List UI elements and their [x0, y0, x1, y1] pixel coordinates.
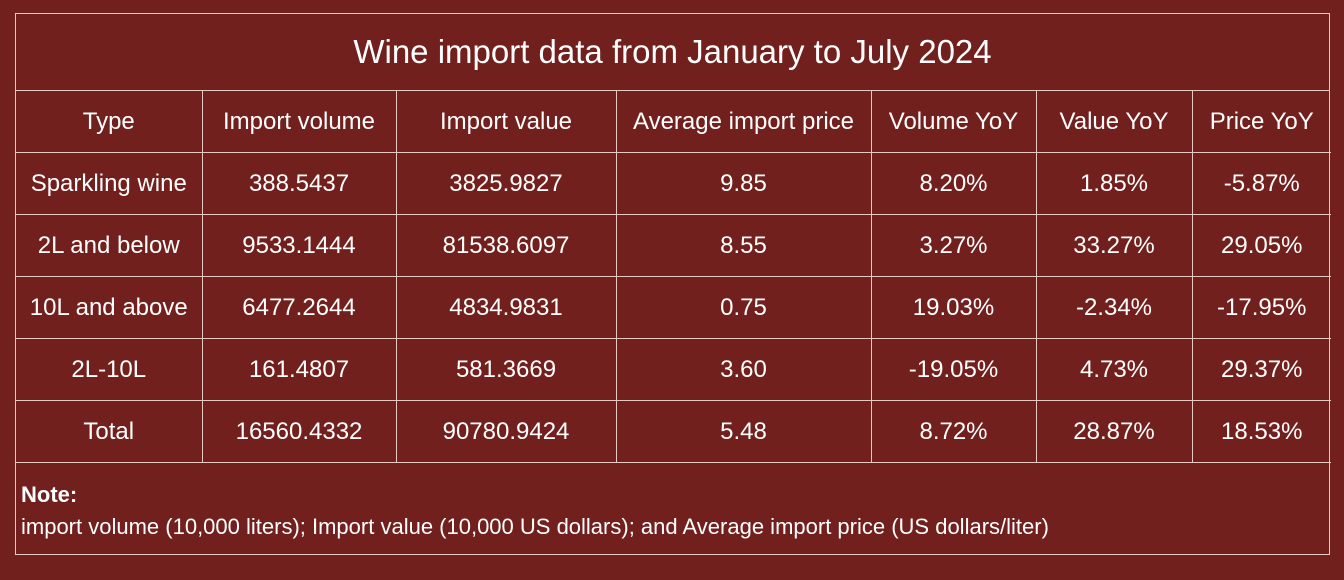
header-price-yoy: Price YoY — [1191, 91, 1331, 153]
table-row: Sparkling wine 388.5437 3825.9827 9.85 8… — [16, 152, 1331, 215]
cell-volume-yoy: 8.20% — [870, 152, 1037, 215]
cell-import-value: 81538.6097 — [395, 214, 617, 277]
cell-import-value: 4834.9831 — [395, 276, 617, 339]
cell-import-value: 90780.9424 — [395, 400, 617, 463]
cell-volume-yoy: 19.03% — [870, 276, 1037, 339]
cell-volume-yoy: 3.27% — [870, 214, 1037, 277]
cell-type: Total — [16, 400, 203, 463]
note-label: Note: — [21, 482, 78, 507]
cell-import-volume: 388.5437 — [201, 152, 397, 215]
cell-type: Sparkling wine — [16, 152, 203, 215]
cell-import-volume: 6477.2644 — [201, 276, 397, 339]
header-volume-yoy: Volume YoY — [870, 91, 1037, 153]
cell-average-import-price: 5.48 — [615, 400, 872, 463]
cell-value-yoy: -2.34% — [1035, 276, 1193, 339]
cell-average-import-price: 8.55 — [615, 214, 872, 277]
header-average-import-price: Average import price — [615, 91, 872, 153]
cell-price-yoy: 18.53% — [1191, 400, 1331, 463]
table-row: 2L-10L 161.4807 581.3669 3.60 -19.05% 4.… — [16, 338, 1331, 401]
wine-import-table: Type Import volume Import value Average … — [16, 91, 1331, 463]
header-value-yoy: Value YoY — [1035, 91, 1193, 153]
cell-average-import-price: 3.60 — [615, 338, 872, 401]
cell-type: 10L and above — [16, 276, 203, 339]
cell-type: 2L-10L — [16, 338, 203, 401]
cell-price-yoy: 29.37% — [1191, 338, 1331, 401]
cell-type: 2L and below — [16, 214, 203, 277]
cell-volume-yoy: -19.05% — [870, 338, 1037, 401]
header-type: Type — [16, 91, 203, 153]
cell-price-yoy: -5.87% — [1191, 152, 1331, 215]
cell-value-yoy: 33.27% — [1035, 214, 1193, 277]
cell-import-volume: 161.4807 — [201, 338, 397, 401]
note-text: import volume (10,000 liters); Import va… — [21, 514, 1049, 539]
cell-import-volume: 16560.4332 — [201, 400, 397, 463]
table-row: 10L and above 6477.2644 4834.9831 0.75 1… — [16, 276, 1331, 339]
table-row: Total 16560.4332 90780.9424 5.48 8.72% 2… — [16, 400, 1331, 463]
table-row: 2L and below 9533.1444 81538.6097 8.55 3… — [16, 214, 1331, 277]
header-import-volume: Import volume — [201, 91, 397, 153]
cell-value-yoy: 4.73% — [1035, 338, 1193, 401]
header-import-value: Import value — [395, 91, 617, 153]
cell-value-yoy: 28.87% — [1035, 400, 1193, 463]
table-note: Note: import volume (10,000 liters); Imp… — [16, 463, 1329, 543]
cell-average-import-price: 9.85 — [615, 152, 872, 215]
cell-import-value: 581.3669 — [395, 338, 617, 401]
table-frame: Wine import data from January to July 20… — [15, 13, 1331, 555]
header-row: Type Import volume Import value Average … — [16, 91, 1331, 153]
cell-price-yoy: -17.95% — [1191, 276, 1331, 339]
cell-import-volume: 9533.1444 — [201, 214, 397, 277]
table-title: Wine import data from January to July 20… — [16, 14, 1329, 91]
cell-import-value: 3825.9827 — [395, 152, 617, 215]
cell-price-yoy: 29.05% — [1191, 214, 1331, 277]
cell-volume-yoy: 8.72% — [870, 400, 1037, 463]
cell-value-yoy: 1.85% — [1035, 152, 1193, 215]
cell-average-import-price: 0.75 — [615, 276, 872, 339]
